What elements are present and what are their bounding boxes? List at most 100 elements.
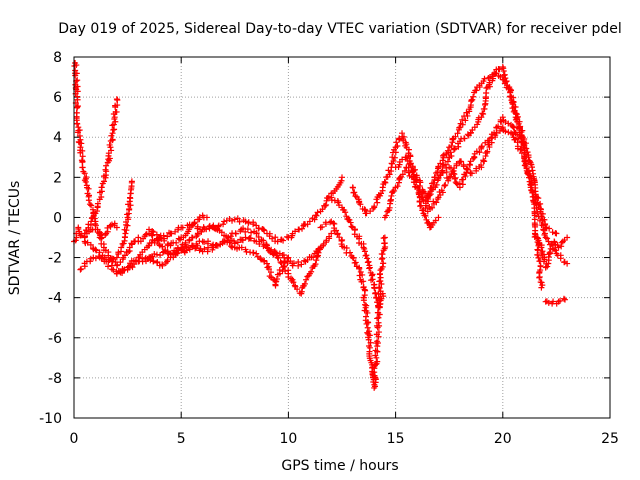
data-point-interp — [518, 132, 525, 139]
data-point-interp — [240, 225, 247, 232]
series-trace-17 — [531, 230, 571, 271]
data-point-interp — [124, 222, 131, 229]
data-point — [531, 194, 538, 201]
data-point — [92, 246, 99, 253]
data-point — [124, 264, 131, 271]
series-trace-3 — [81, 96, 121, 237]
data-point-interp — [495, 123, 502, 130]
series-trace-16 — [435, 124, 571, 267]
data-point-interp — [460, 161, 467, 168]
data-point-interp — [375, 329, 382, 336]
data-point-interp — [486, 137, 493, 144]
data-point-interp — [444, 158, 451, 165]
data-point-interp — [376, 278, 383, 285]
series-trace-9 — [139, 225, 335, 269]
data-point-interp — [203, 226, 210, 233]
data-point-interp — [464, 131, 471, 138]
data-point-interp — [450, 146, 457, 153]
data-point-interp — [74, 120, 81, 127]
data-point-interp — [179, 224, 186, 231]
data-point-interp — [439, 152, 446, 159]
data-point-interp — [463, 109, 470, 116]
data-point-interp — [265, 265, 272, 272]
data-point-interp — [456, 124, 463, 131]
data-point-interp — [374, 338, 381, 345]
data-point-interp — [229, 217, 236, 224]
data-point-interp — [156, 241, 163, 248]
tick-labels: 0 5 10 15 20 25 -10 -8 -6 -4 -2 0 2 4 6 8 — [39, 50, 619, 447]
data-point-interp — [438, 187, 445, 194]
data-point — [111, 114, 118, 121]
data-point — [551, 238, 558, 245]
data-point-interp — [182, 239, 189, 246]
data-point-interp — [117, 269, 124, 276]
data-point-interp — [123, 227, 130, 234]
data-point-interp — [364, 309, 371, 316]
data-point-interp — [396, 174, 403, 181]
data-point-interp — [379, 251, 386, 258]
data-point-interp — [232, 230, 239, 237]
data-point — [161, 248, 168, 255]
data-point-interp — [348, 223, 355, 230]
data-point-interp — [350, 255, 357, 262]
data-point-interp — [191, 220, 198, 227]
series-trace-6 — [113, 174, 345, 277]
data-point-interp — [493, 130, 500, 137]
data-point-interp — [260, 237, 267, 244]
data-point — [362, 304, 369, 311]
data-point-interp — [110, 126, 117, 133]
data-point — [148, 254, 155, 261]
data-point-interp — [363, 210, 370, 217]
data-point-interp — [473, 165, 480, 172]
data-point — [94, 226, 101, 233]
data-point-interp — [509, 99, 516, 106]
data-point-interp — [547, 245, 554, 252]
data-point-interp — [447, 173, 454, 180]
data-point — [306, 218, 313, 225]
data-point — [118, 244, 125, 251]
data-point-interp — [79, 159, 86, 166]
data-point — [263, 242, 270, 249]
data-point-interp — [437, 160, 444, 167]
data-point-interp — [371, 285, 378, 292]
data-point-interp — [104, 224, 111, 231]
data-point-interp — [373, 294, 380, 301]
x-tick-label: 15 — [387, 431, 405, 447]
data-point-interp — [125, 263, 132, 270]
y-tick-label: -8 — [48, 371, 62, 387]
data-point-interp — [173, 239, 180, 246]
series-trace-8 — [146, 212, 210, 249]
data-point-interp — [525, 168, 532, 175]
data-point — [478, 114, 485, 121]
data-point-interp — [114, 261, 121, 268]
data-point-interp — [442, 181, 449, 188]
data-point-interp — [110, 266, 117, 273]
x-tick-label: 25 — [601, 431, 619, 447]
data-point-interp — [159, 243, 166, 250]
data-point — [128, 178, 135, 185]
data-point-interp — [511, 136, 518, 143]
data-point-interp — [339, 237, 346, 244]
data-point — [399, 130, 406, 137]
data-point — [96, 234, 103, 241]
data-point-interp — [468, 170, 475, 177]
data-point — [360, 244, 367, 251]
data-point — [339, 174, 345, 181]
data-point-interp — [371, 203, 378, 210]
data-point-interp — [342, 209, 349, 216]
data-point-interp — [476, 149, 483, 156]
data-point-interp — [86, 201, 93, 208]
data-point-interp — [367, 339, 374, 346]
data-point-interp — [454, 130, 461, 137]
data-point-interp — [311, 216, 318, 223]
data-point-interp — [452, 133, 459, 140]
data-point-interp — [534, 252, 541, 259]
data-point-interp — [422, 205, 429, 212]
data-point — [564, 260, 571, 267]
series-trace-5 — [81, 238, 292, 289]
data-point-interp — [546, 225, 553, 232]
data-point-interp — [474, 121, 481, 128]
data-point-interp — [509, 131, 516, 138]
data-point-interp — [194, 230, 201, 237]
data-point-interp — [417, 179, 424, 186]
